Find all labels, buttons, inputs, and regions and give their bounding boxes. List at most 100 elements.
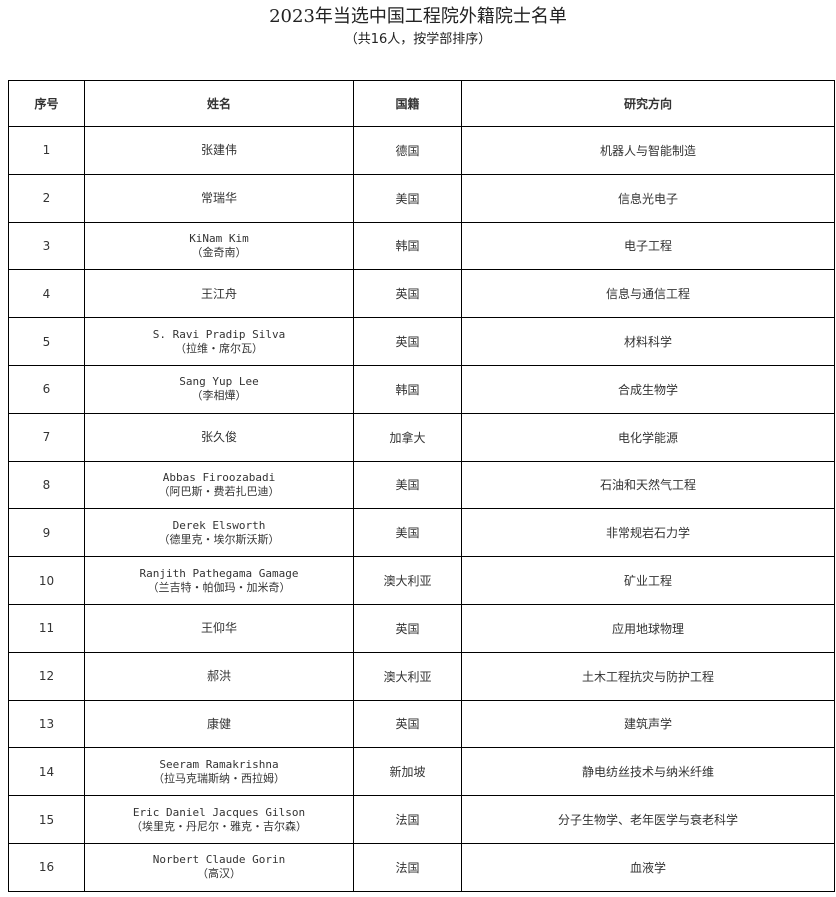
name-primary: 张久俊 — [200, 430, 237, 445]
row-number: 13 — [8, 699, 85, 749]
research-field: 建筑声学 — [461, 699, 835, 749]
member-name: 张建伟 — [84, 126, 354, 175]
name-primary: 王仰华 — [200, 621, 237, 636]
page-subtitle: （共16人，按学部排序） — [344, 32, 492, 47]
nationality: 法国 — [353, 842, 462, 892]
nationality: 英国 — [353, 269, 462, 319]
nationality: 英国 — [353, 317, 462, 366]
row-number: 4 — [8, 269, 85, 319]
nationality: 澳大利亚 — [353, 651, 462, 701]
table-row: 12 郝洪 澳大利亚 土木工程抗灾与防护工程 — [8, 651, 835, 701]
research-field: 土木工程抗灾与防护工程 — [461, 651, 835, 701]
name-chinese: （德里克・埃尔斯沃斯） — [158, 532, 280, 546]
name-primary: Norbert Claude Gorin — [152, 853, 286, 867]
table-row: 5 S. Ravi Pradip Silva （拉维・席尔瓦） 英国 材料科学 — [8, 317, 835, 366]
row-number: 6 — [8, 364, 85, 414]
row-number: 14 — [8, 747, 85, 797]
row-number: 5 — [8, 317, 85, 366]
research-field: 电子工程 — [461, 221, 835, 271]
table-row: 10 Ranjith Pathegama Gamage （兰吉特・帕伽玛・加米奇）澳… — [8, 556, 835, 605]
member-name: 郝洪 — [84, 651, 354, 701]
table-row: 13 康健 英国 建筑声学 — [8, 699, 835, 749]
nationality: 英国 — [353, 699, 462, 749]
table-row: 4 王江舟 英国 信息与通信工程 — [8, 269, 835, 319]
row-number: 10 — [8, 556, 85, 605]
name-primary: Eric Daniel Jacques Gilson — [132, 805, 306, 819]
name-chinese: （埃里克・丹尼尔・雅克・吉尔森） — [131, 819, 307, 833]
nationality: 加拿大 — [353, 412, 462, 462]
nationality: 澳大利亚 — [353, 556, 462, 605]
name-primary: Sang Yup Lee — [179, 375, 259, 389]
member-name: Norbert Claude Gorin （高汉） — [84, 842, 354, 892]
research-field: 石油和天然气工程 — [461, 460, 835, 510]
nationality: 美国 — [353, 173, 462, 223]
research-field: 机器人与智能制造 — [461, 126, 835, 175]
research-field: 材料科学 — [461, 317, 835, 366]
row-number: 15 — [8, 795, 85, 844]
member-name: Ranjith Pathegama Gamage （兰吉特・帕伽玛・加米奇） — [84, 556, 354, 605]
header-research-field: 研究方向 — [461, 80, 835, 127]
row-number: 3 — [8, 221, 85, 271]
research-field: 应用地球物理 — [461, 603, 835, 653]
table-row: 11 王仰华 英国 应用地球物理 — [8, 603, 835, 653]
header-number: 序号 — [8, 80, 85, 127]
row-number: 2 — [8, 173, 85, 223]
table-row: 2 常瑞华 美国 信息光电子 — [8, 173, 835, 223]
row-number: 7 — [8, 412, 85, 462]
member-name: 常瑞华 — [84, 173, 354, 223]
name-primary: 郝洪 — [206, 669, 231, 684]
row-number: 1 — [8, 126, 85, 175]
table-row: 16 Norbert Claude Gorin （高汉） 法国 血液学 — [8, 842, 835, 892]
research-field: 矿业工程 — [461, 556, 835, 605]
row-number: 12 — [8, 651, 85, 701]
member-name: Derek Elsworth （德里克・埃尔斯沃斯） — [84, 508, 354, 558]
name-primary: Abbas Firoozabadi — [162, 470, 276, 484]
name-primary: 康健 — [206, 716, 231, 731]
name-primary: Derek Elsworth — [172, 518, 266, 532]
research-field: 合成生物学 — [461, 364, 835, 414]
nationality: 韩国 — [353, 221, 462, 271]
name-chinese: （拉维・席尔瓦） — [175, 341, 263, 355]
research-field: 静电纺丝技术与纳米纤维 — [461, 747, 835, 797]
name-primary: Seeram Ramakrishna — [159, 757, 279, 771]
name-primary: 王江舟 — [200, 286, 237, 301]
table-row: 8 Abbas Firoozabadi （阿巴斯・费若扎巴迪） 美国 石油和天然气工程 — [8, 460, 835, 510]
research-field: 血液学 — [461, 842, 835, 892]
name-primary: 张建伟 — [200, 143, 237, 158]
nationality: 英国 — [353, 603, 462, 653]
table-row: 7 张久俊 加拿大 电化学能源 — [8, 412, 835, 462]
row-number: 11 — [8, 603, 85, 653]
member-name: Sang Yup Lee （李相燁） — [84, 364, 354, 414]
nationality: 新加坡 — [353, 747, 462, 797]
name-chinese: （拉马克瑞斯纳・西拉姆） — [153, 771, 285, 785]
header-nationality: 国籍 — [353, 80, 462, 127]
name-chinese: （高汉） — [197, 867, 241, 881]
member-name: Eric Daniel Jacques Gilson （埃里克・丹尼尔・雅克・吉尔… — [84, 795, 354, 844]
table-row: 15 Eric Daniel Jacques Gilson （埃里克・丹尼尔・雅克・… — [8, 795, 835, 844]
page-title: 2023年当选中国工程院外籍院士名单 — [269, 6, 567, 27]
member-name: 张久俊 — [84, 412, 354, 462]
research-field: 分子生物学、老年医学与衰老科学 — [461, 795, 835, 844]
header-name: 姓名 — [84, 80, 354, 127]
name-chinese: （兰吉特・帕伽玛・加米奇） — [147, 580, 291, 594]
academician-table: 序号 姓名 国籍 研究方向 1 张建伟 德国 机器人与智能制造 2 常瑞华 美国 信息光电子 3… — [8, 80, 835, 892]
nationality: 韩国 — [353, 364, 462, 414]
table-row: 9 Derek Elsworth （德里克・埃尔斯沃斯） 美国 非常规岩石力学 — [8, 508, 835, 558]
name-primary: KiNam Kim — [189, 231, 249, 245]
nationality: 美国 — [353, 508, 462, 558]
table-header-row: 序号 姓名 国籍 研究方向 — [8, 80, 835, 127]
member-name: 康健 — [84, 699, 354, 749]
table-row: 3 KiNam Kim （金奇南） 韩国 电子工程 — [8, 221, 835, 271]
name-chinese: （阿巴斯・费若扎巴迪） — [158, 484, 280, 498]
member-name: 王江舟 — [84, 269, 354, 319]
research-field: 非常规岩石力学 — [461, 508, 835, 558]
table-row: 6 Sang Yup Lee （李相燁） 韩国 合成生物学 — [8, 364, 835, 414]
name-primary: 常瑞华 — [200, 191, 237, 206]
research-field: 信息光电子 — [461, 173, 835, 223]
nationality: 美国 — [353, 460, 462, 510]
nationality: 法国 — [353, 795, 462, 844]
row-number: 8 — [8, 460, 85, 510]
name-chinese: （金奇南） — [191, 245, 247, 259]
member-name: Seeram Ramakrishna （拉马克瑞斯纳・西拉姆） — [84, 747, 354, 797]
table-row: 1 张建伟 德国 机器人与智能制造 — [8, 126, 835, 175]
